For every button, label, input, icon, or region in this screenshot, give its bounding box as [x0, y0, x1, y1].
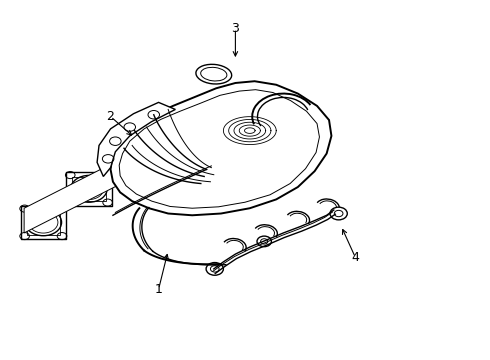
Polygon shape — [97, 102, 175, 176]
Polygon shape — [119, 90, 319, 208]
Polygon shape — [111, 81, 331, 215]
Text: 4: 4 — [351, 251, 359, 264]
Polygon shape — [24, 141, 156, 233]
Text: 2: 2 — [107, 110, 115, 123]
Text: 1: 1 — [155, 283, 163, 296]
Circle shape — [206, 262, 223, 275]
Text: 3: 3 — [231, 22, 239, 35]
Circle shape — [330, 207, 347, 220]
Circle shape — [257, 236, 271, 247]
